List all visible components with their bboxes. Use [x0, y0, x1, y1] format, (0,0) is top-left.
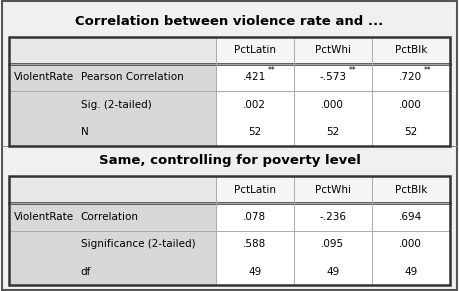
Text: Same, controlling for poverty level: Same, controlling for poverty level: [99, 154, 360, 167]
Text: -.236: -.236: [319, 212, 346, 222]
Bar: [294, 37, 372, 64]
Text: PctBlk: PctBlk: [395, 185, 427, 195]
Bar: [372, 203, 450, 231]
Text: PctLatin: PctLatin: [234, 185, 276, 195]
Bar: [73, 37, 216, 64]
Text: N: N: [81, 127, 88, 137]
Bar: [9, 118, 73, 146]
Bar: [294, 91, 372, 118]
Text: PctWhi: PctWhi: [315, 185, 351, 195]
Bar: [216, 91, 294, 118]
Bar: [9, 37, 450, 146]
Bar: [372, 258, 450, 285]
Text: 52: 52: [404, 127, 417, 137]
Bar: [9, 64, 73, 91]
Bar: [216, 37, 294, 64]
Text: .588: .588: [243, 239, 266, 249]
Text: Significance (2-tailed): Significance (2-tailed): [81, 239, 195, 249]
Bar: [372, 231, 450, 258]
Text: .421: .421: [243, 72, 266, 82]
Text: .095: .095: [321, 239, 344, 249]
Text: **: **: [268, 66, 276, 75]
Bar: [9, 91, 73, 118]
Bar: [73, 231, 216, 258]
Text: Pearson Correlation: Pearson Correlation: [81, 72, 183, 82]
Bar: [372, 176, 450, 203]
Bar: [9, 176, 73, 203]
Bar: [216, 118, 294, 146]
Bar: [73, 203, 216, 231]
Bar: [9, 37, 73, 64]
Bar: [216, 231, 294, 258]
Bar: [73, 258, 216, 285]
Text: PctWhi: PctWhi: [315, 45, 351, 55]
Text: PctLatin: PctLatin: [234, 45, 276, 55]
Bar: [294, 258, 372, 285]
Text: 49: 49: [404, 267, 417, 276]
Text: 49: 49: [248, 267, 261, 276]
Bar: [73, 118, 216, 146]
Text: Sig. (2-tailed): Sig. (2-tailed): [81, 100, 151, 110]
Bar: [216, 203, 294, 231]
Bar: [294, 176, 372, 203]
Text: .000: .000: [321, 100, 344, 110]
Bar: [9, 203, 73, 231]
Bar: [73, 176, 216, 203]
Bar: [9, 258, 73, 285]
Text: .694: .694: [399, 212, 422, 222]
Text: **: **: [349, 66, 357, 75]
Bar: [372, 91, 450, 118]
Bar: [372, 37, 450, 64]
Bar: [294, 118, 372, 146]
Bar: [73, 64, 216, 91]
Text: .002: .002: [243, 100, 266, 110]
Text: df: df: [81, 267, 91, 276]
Text: 49: 49: [326, 267, 339, 276]
Text: 52: 52: [326, 127, 339, 137]
Bar: [294, 203, 372, 231]
Bar: [9, 231, 73, 258]
Text: **: **: [424, 66, 432, 75]
Bar: [372, 118, 450, 146]
Bar: [216, 176, 294, 203]
Bar: [216, 64, 294, 91]
Text: ViolentRate: ViolentRate: [14, 72, 74, 82]
Text: .000: .000: [399, 100, 422, 110]
Text: Correlation between violence rate and ...: Correlation between violence rate and ..…: [75, 15, 384, 28]
Text: Correlation: Correlation: [81, 212, 139, 222]
Text: ViolentRate: ViolentRate: [14, 212, 74, 222]
Bar: [372, 64, 450, 91]
Bar: [9, 176, 450, 285]
Text: .000: .000: [399, 239, 422, 249]
Text: .078: .078: [243, 212, 266, 222]
Text: .720: .720: [399, 72, 422, 82]
Bar: [294, 231, 372, 258]
Text: -.573: -.573: [319, 72, 346, 82]
Bar: [294, 64, 372, 91]
Bar: [73, 91, 216, 118]
Text: PctBlk: PctBlk: [395, 45, 427, 55]
Bar: [216, 258, 294, 285]
Text: 52: 52: [248, 127, 261, 137]
